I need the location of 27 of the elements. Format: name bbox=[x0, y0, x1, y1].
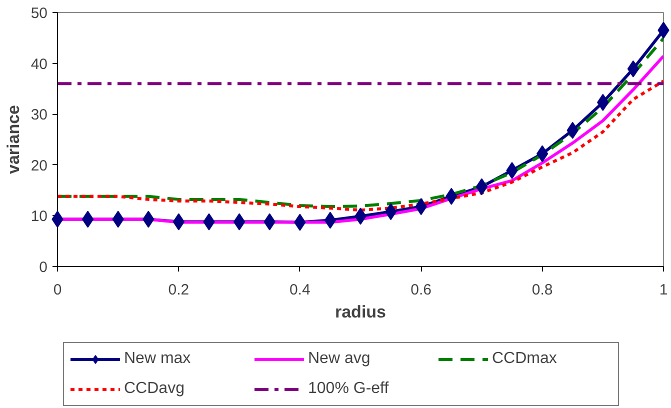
x-tick-label: 0 bbox=[53, 282, 62, 298]
x-tick-label: 1 bbox=[659, 282, 668, 298]
legend-label: 100% G-eff bbox=[308, 380, 390, 398]
point bbox=[324, 212, 336, 229]
y-tick-label: 30 bbox=[30, 106, 48, 124]
legend-label: New max bbox=[124, 350, 192, 368]
y-axis-title: variance bbox=[4, 105, 23, 174]
y-tick-label: 10 bbox=[30, 208, 48, 226]
point bbox=[82, 210, 94, 228]
y-tick-label: 0 bbox=[39, 259, 48, 276]
point bbox=[172, 213, 185, 230]
y-tick-label: 50 bbox=[30, 5, 48, 22]
point bbox=[476, 178, 488, 196]
x-tick-label: 0.4 bbox=[289, 282, 310, 298]
legend-label: CCDmax bbox=[492, 350, 558, 368]
point bbox=[233, 213, 246, 230]
point bbox=[627, 60, 640, 78]
legend-label: CCDavg bbox=[124, 380, 186, 398]
y-tick-label: 20 bbox=[30, 157, 48, 174]
y-tick-label: 40 bbox=[30, 56, 48, 73]
x-tick-label: 0.6 bbox=[410, 282, 432, 298]
point bbox=[536, 145, 548, 162]
x-tick-label: 0.8 bbox=[532, 282, 553, 298]
x-axis-title: radius bbox=[334, 302, 386, 322]
x-tick-label: 0.2 bbox=[168, 282, 190, 298]
point bbox=[384, 203, 397, 220]
legend-label: New avg bbox=[308, 350, 372, 368]
